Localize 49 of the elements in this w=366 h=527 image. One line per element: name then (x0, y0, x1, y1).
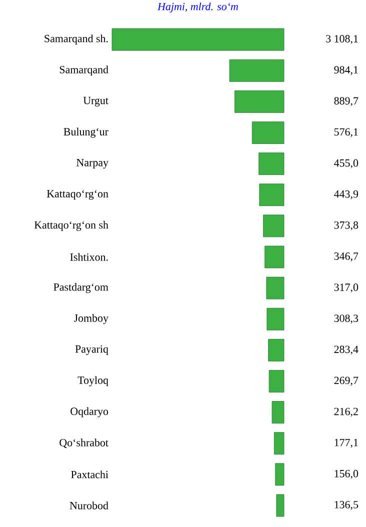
y-tick-label: Jomboy (74, 314, 108, 324)
data-label: 156,0 (334, 470, 358, 479)
data-label: 455,0 (334, 159, 358, 168)
data-label: 136,5 (334, 501, 358, 510)
data-label: 346,7 (334, 252, 358, 262)
bar (252, 122, 284, 144)
y-tick-label: Bulung‘ur (64, 128, 108, 138)
bar (272, 401, 284, 424)
y-tick-label: Samarqand sh. (44, 34, 108, 44)
bar (268, 338, 284, 362)
data-label: 283,4 (334, 346, 358, 355)
data-label: 889,7 (334, 97, 358, 106)
bar (234, 90, 284, 113)
y-tick-label: Pastdarg‘om (54, 283, 108, 294)
y-tick-label: Urgut (83, 96, 108, 106)
y-tick-label: Kattaqo‘rg‘on sh (34, 220, 108, 231)
data-label: 216,2 (334, 408, 358, 417)
bar (266, 276, 284, 300)
y-tick-label: Narpay (76, 159, 108, 169)
bar (268, 370, 284, 392)
bar (275, 463, 284, 486)
y-tick-label: Ishtixon. (70, 253, 108, 261)
bar (229, 59, 284, 82)
y-tick-label: Nurobod (70, 502, 108, 510)
bar (112, 28, 284, 51)
bar (264, 246, 284, 268)
y-tick-label: Paxtachi (71, 470, 108, 478)
bar (274, 432, 284, 455)
data-label: 3 108,1 (326, 35, 358, 44)
data-label: 576,1 (334, 128, 358, 138)
data-label: 984,1 (334, 66, 358, 76)
y-tick-label: Payariq (75, 345, 108, 355)
y-tick-label: Qo‘shrabot (60, 438, 108, 448)
y-tick-label: Toyloq (78, 376, 108, 386)
y-tick-label: Samarqand (60, 66, 108, 76)
y-tick-label: Oqdaryo (70, 407, 108, 418)
data-label: 177,1 (334, 438, 358, 448)
data-label: 373,8 (334, 221, 358, 230)
bar (263, 214, 284, 238)
data-label: 443,9 (334, 190, 358, 200)
chart-title: Hajmi, mlrd. so‘m (157, 2, 238, 12)
data-label: 308,3 (334, 314, 358, 324)
y-tick-label: Kattaqo‘rg‘on (46, 190, 108, 200)
data-label: 269,7 (334, 376, 358, 386)
bar (266, 308, 284, 330)
bar (258, 152, 284, 175)
bar (276, 494, 284, 517)
data-label: 317,0 (334, 284, 358, 293)
bar (259, 184, 284, 206)
